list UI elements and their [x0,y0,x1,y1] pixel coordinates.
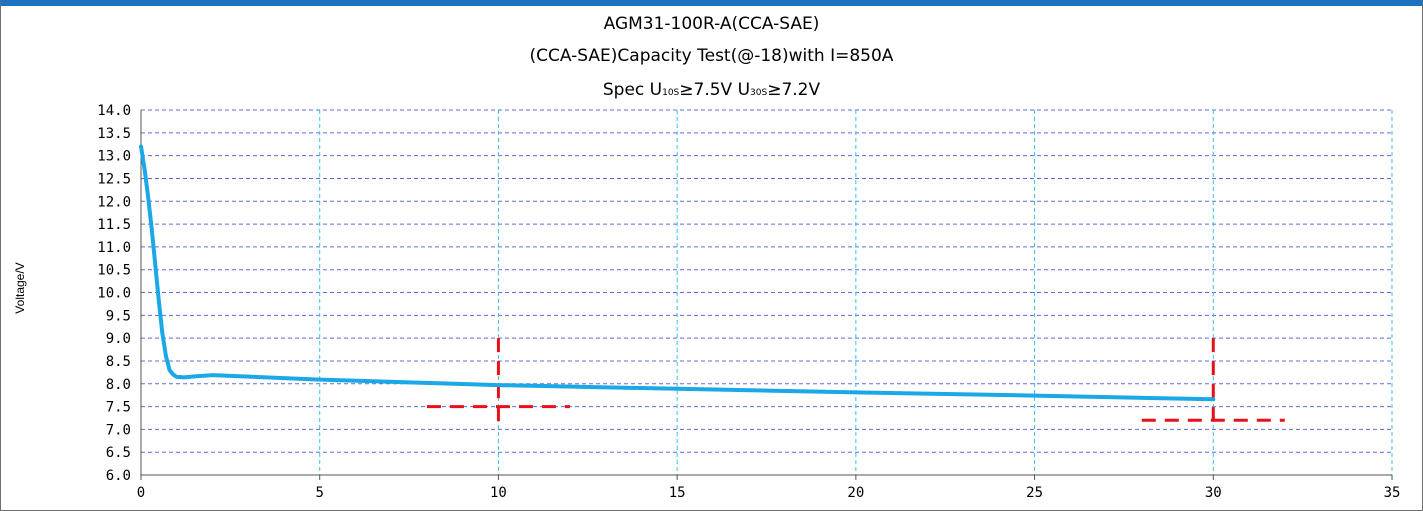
chart-spec-line: Spec U10S≥7.5V U30S≥7.2V [0,80,1423,100]
spec-sub-30s: 30S [750,88,768,98]
x-tick-label: 25 [1026,485,1043,501]
x-tick-label: 20 [847,485,864,501]
y-tick-label: 11.0 [97,240,131,256]
spec-prefix: Spec U [602,80,663,100]
y-tick-label: 11.5 [97,217,131,233]
y-tick-label: 9.0 [106,331,131,347]
y-tick-label: 6.0 [106,468,131,484]
y-tick-label: 10.0 [97,286,131,302]
chart-subtitle: (CCA-SAE)Capacity Test(@-18)with I=850A [529,46,894,66]
y-tick-label: 6.5 [106,445,131,461]
y-tick-label: 13.0 [97,149,131,165]
x-tick-label: 30 [1205,485,1222,501]
spec-sub-10s: 10S [662,88,680,98]
spec-suffix: ≥7.2V [767,80,821,100]
x-tick-label: 10 [490,485,507,501]
y-tick-label: 7.5 [106,400,131,416]
y-tick-label: 8.5 [106,354,131,370]
spec-mid: ≥7.5V U [679,80,751,100]
x-tick-label: 35 [1384,485,1401,501]
chart-title: AGM31-100R-A(CCA-SAE) [603,14,820,34]
y-tick-label: 12.0 [97,194,131,210]
y-tick-label: 10.5 [97,263,131,279]
y-tick-label: 8.0 [106,377,131,393]
x-tick-label: 5 [315,485,323,501]
y-tick-label: 9.5 [106,308,131,324]
y-tick-label: 14.0 [97,103,131,119]
x-tick-label: 15 [669,485,686,501]
x-tick-label: 0 [137,485,145,501]
y-tick-label: 12.5 [97,171,131,187]
y-tick-label: 7.0 [106,422,131,438]
voltage-series-line [139,144,1216,402]
y-tick-label: 13.5 [97,126,131,142]
